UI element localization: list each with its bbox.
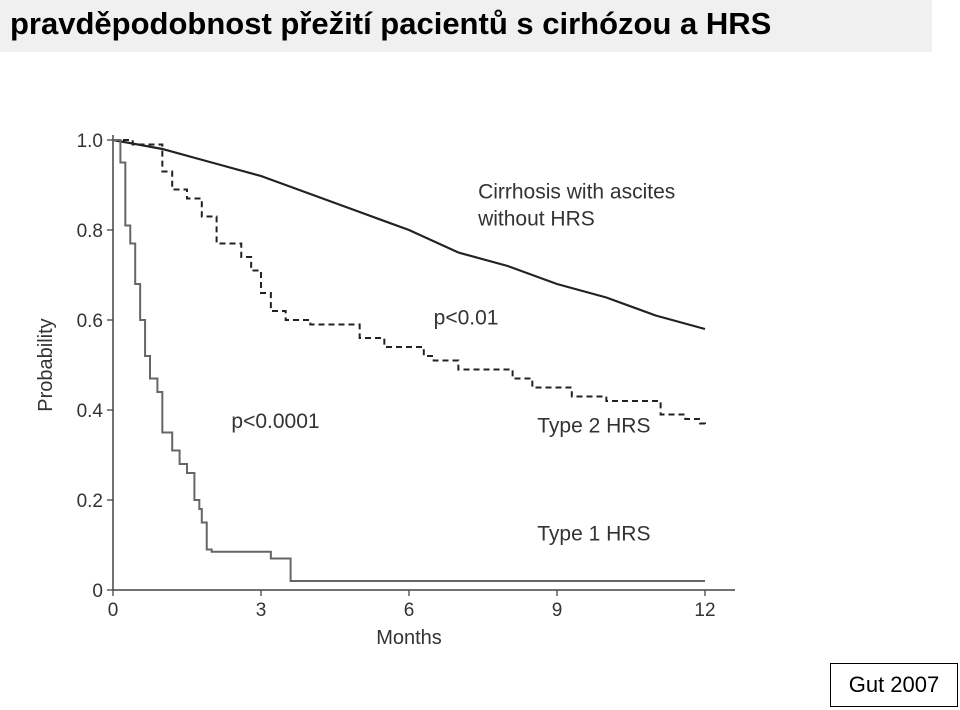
series-line-cirrhosis-with-ascites-without-hrs: [112, 138, 706, 331]
chart-annotation: p<0.01: [434, 307, 499, 330]
y-tick-label: 1.0: [77, 131, 103, 152]
x-axis-label: Months: [376, 627, 442, 649]
chart-annotation: without HRS: [477, 208, 595, 231]
chart-annotation: Type 1 HRS: [537, 523, 650, 546]
chart-annotation: Type 2 HRS: [537, 415, 650, 438]
x-tick-label: 9: [552, 600, 563, 621]
title-bar: pravděpodobnost přežití pacientů s cirhó…: [0, 0, 932, 52]
x-tick-label: 6: [404, 600, 415, 621]
page-title: pravděpodobnost přežití pacientů s cirhó…: [10, 6, 772, 41]
chart-annotation: p<0.0001: [231, 410, 319, 433]
y-tick-label: 0.4: [77, 401, 104, 422]
x-tick-label: 3: [256, 600, 267, 621]
x-tick-label: 12: [694, 600, 715, 621]
y-tick-label: 0.2: [77, 491, 103, 512]
citation-box: Gut 2007: [830, 663, 958, 707]
series-line-type-1-hrs: [113, 139, 705, 582]
series-line-type-2-hrs: [113, 139, 706, 428]
y-tick-label: 0.6: [77, 311, 103, 332]
chart-annotation: Cirrhosis with ascites: [478, 181, 675, 204]
y-tick-label: 0: [92, 581, 103, 602]
y-tick-label: 0.8: [77, 221, 103, 242]
x-tick-label: 0: [108, 600, 119, 621]
y-axis-label: Probability: [35, 318, 57, 411]
